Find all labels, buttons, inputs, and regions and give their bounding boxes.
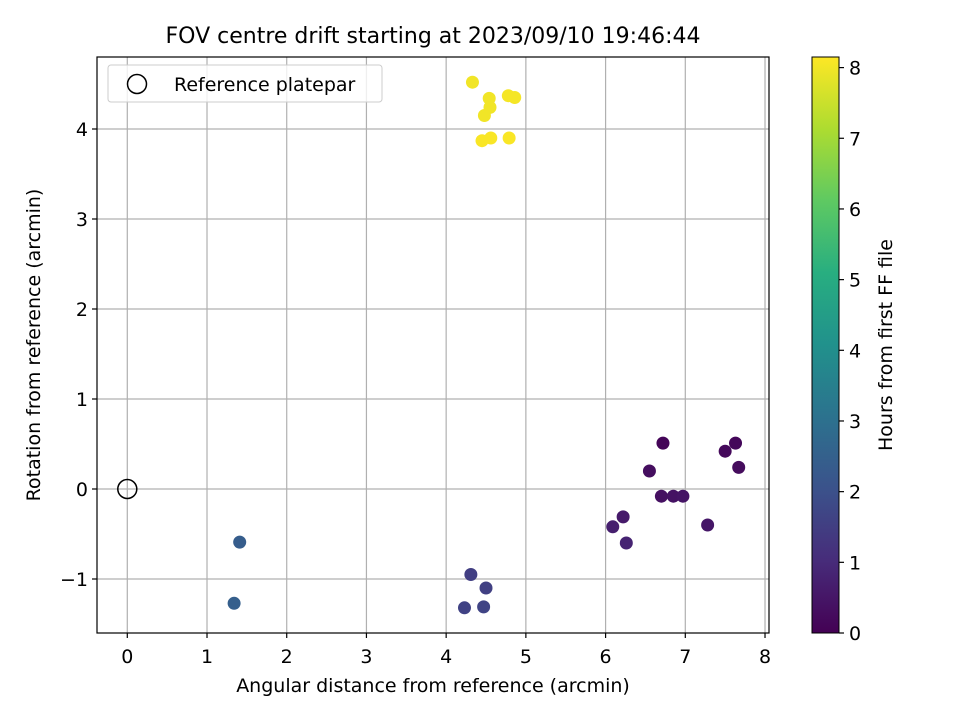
data-point bbox=[502, 131, 516, 145]
data-point bbox=[479, 581, 493, 595]
y-tick-label: 4 bbox=[76, 119, 88, 141]
colorbar-tick-label: 4 bbox=[849, 340, 861, 362]
x-tick-label: 0 bbox=[121, 646, 133, 668]
data-point bbox=[233, 535, 247, 549]
colorbar-tick-label: 6 bbox=[849, 199, 861, 221]
x-tick-label: 1 bbox=[201, 646, 213, 668]
colorbar-tick-label: 8 bbox=[849, 58, 861, 80]
x-tick-label: 8 bbox=[759, 646, 771, 668]
data-point bbox=[475, 134, 489, 148]
colorbar-gradient bbox=[811, 56, 840, 634]
data-point bbox=[701, 518, 715, 532]
colorbar-tick-label: 2 bbox=[849, 482, 861, 504]
data-point bbox=[465, 75, 479, 89]
legend-label-reference: Reference platepar bbox=[174, 74, 356, 96]
legend-box bbox=[107, 64, 383, 103]
plot-frame bbox=[96, 56, 770, 634]
data-point bbox=[227, 596, 241, 610]
x-tick-label: 5 bbox=[520, 646, 532, 668]
data-point bbox=[619, 536, 633, 550]
data-point bbox=[642, 464, 656, 478]
x-tick-label: 4 bbox=[440, 646, 452, 668]
points-layer bbox=[117, 75, 746, 615]
data-point bbox=[508, 91, 522, 104]
grid bbox=[97, 57, 769, 633]
data-point bbox=[464, 568, 478, 581]
colorbar-tick-label: 1 bbox=[849, 552, 861, 574]
data-point bbox=[656, 436, 670, 450]
x-tick-label: 2 bbox=[281, 646, 293, 668]
reference-platepar-marker bbox=[117, 478, 138, 500]
colorbar-ticks: 0 1 2 3 4 5 6 7 8 bbox=[839, 58, 861, 645]
x-tick-label: 7 bbox=[679, 646, 691, 668]
data-point bbox=[676, 489, 690, 503]
x-ticks: 0 1 2 3 4 5 6 7 8 bbox=[121, 633, 771, 668]
data-point bbox=[477, 600, 491, 614]
y-tick-label: 1 bbox=[76, 389, 88, 411]
legend-reference-marker-icon bbox=[126, 73, 148, 95]
y-tick-label: 2 bbox=[76, 299, 88, 321]
x-tick-label: 3 bbox=[360, 646, 372, 668]
data-point bbox=[654, 489, 668, 503]
chart-title: FOV centre drift starting at 2023/09/10 … bbox=[166, 24, 701, 49]
y-tick-label: −1 bbox=[60, 569, 88, 591]
y-tick-label: 3 bbox=[76, 209, 88, 231]
y-ticks: −1 0 1 2 3 4 bbox=[60, 119, 97, 591]
data-point bbox=[616, 510, 630, 524]
y-axis-label: Rotation from reference (arcmin) bbox=[23, 189, 45, 502]
colorbar: 0 1 2 3 4 5 6 7 8 Hours from first FF file bbox=[811, 56, 897, 645]
legend: Reference platepar bbox=[107, 64, 383, 103]
data-point bbox=[718, 444, 732, 458]
colorbar-tick-label: 3 bbox=[849, 411, 861, 433]
data-point bbox=[606, 520, 620, 534]
colorbar-tick-label: 7 bbox=[849, 128, 861, 150]
data-point bbox=[729, 436, 743, 450]
x-tick-label: 6 bbox=[600, 646, 612, 668]
data-point bbox=[732, 460, 746, 474]
x-axis-label: Angular distance from reference (arcmin) bbox=[236, 675, 630, 697]
data-point bbox=[666, 489, 680, 503]
data-point bbox=[477, 109, 491, 122]
y-tick-label: 0 bbox=[76, 479, 88, 501]
colorbar-label: Hours from first FF file bbox=[875, 239, 897, 451]
colorbar-tick-label: 0 bbox=[849, 623, 861, 645]
data-point bbox=[457, 601, 471, 615]
colorbar-tick-label: 5 bbox=[849, 270, 861, 292]
